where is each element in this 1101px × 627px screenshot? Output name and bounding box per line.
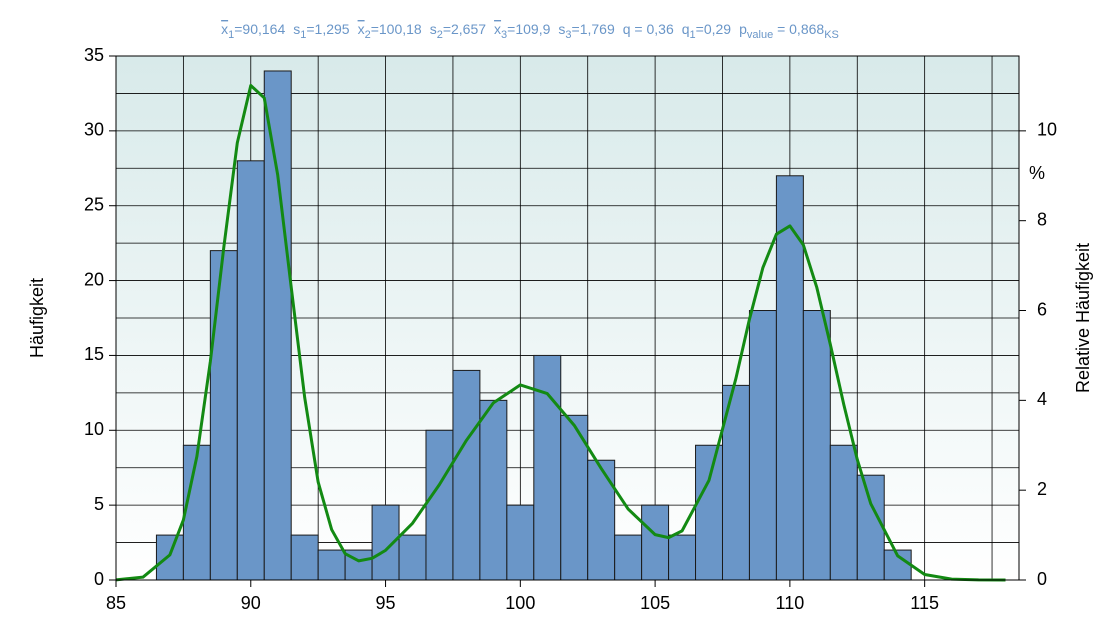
plot-frame [115, 55, 1020, 581]
bar [452, 369, 481, 581]
x-tick-label: 95 [376, 593, 396, 613]
y-tick-label: 35 [84, 45, 104, 65]
stat-symbol: x [494, 21, 501, 37]
axes: 85 90 95 100 105 110 115 0 5 10 15 20 25 30 35 0 2 4 6 8 10 [84, 45, 1057, 613]
stat-subscript: 2 [365, 29, 371, 41]
stat-subscript: 1 [228, 29, 234, 41]
y-tick-label: 30 [84, 120, 104, 140]
bar [829, 444, 858, 581]
curve-layer [115, 83, 1006, 582]
y2-unit: % [1029, 163, 1045, 183]
bar [290, 534, 319, 581]
y-tick-label: 10 [84, 419, 104, 439]
y2-tick-label: 0 [1037, 569, 1047, 589]
stat-symbol: q [682, 21, 690, 37]
bar [182, 444, 211, 581]
stat-subscript: 1 [690, 29, 696, 41]
stat-subscript: 3 [501, 29, 507, 41]
bar [236, 160, 265, 581]
x-tick-label: 100 [505, 593, 535, 613]
stat-symbol: s [293, 21, 300, 37]
bar [587, 459, 616, 581]
bar [263, 70, 292, 581]
stat-subscript: value [747, 29, 773, 41]
bar [506, 504, 535, 581]
stat-value: =1,295 [306, 21, 349, 37]
bars [155, 70, 912, 581]
bar [802, 310, 831, 581]
stat-subscript: 2 [437, 29, 443, 41]
stat-symbol: s [558, 21, 565, 37]
y-tick-label: 5 [94, 494, 104, 514]
x-tick-label: 110 [776, 593, 805, 613]
stat-value: = 0,868 [773, 21, 824, 37]
stat-value: =0,29 [696, 21, 732, 37]
stats-line: x1=90,164 s1=1,295 x2=100,18 s2=2,657 x3=109… [221, 21, 839, 41]
bar [775, 175, 804, 581]
stat-subscript: 1 [300, 29, 306, 41]
bar [425, 429, 454, 581]
stat-value: =1,769 [572, 21, 615, 37]
bar [398, 534, 427, 581]
y2-axis-label: Relative Häufigkeit [1073, 243, 1093, 393]
y-tick-label: 15 [84, 344, 104, 364]
stat-symbol: s [430, 21, 437, 37]
stat-symbol: x [221, 21, 228, 37]
bar [641, 504, 670, 581]
bar [748, 310, 777, 581]
bar [560, 414, 589, 581]
bar [856, 474, 885, 581]
stat-value: =90,164 [234, 21, 285, 37]
y-axis-label: Häufigkeit [27, 278, 47, 358]
bar [317, 549, 346, 581]
stat-value: =100,18 [371, 21, 422, 37]
y2-tick-label: 6 [1037, 299, 1047, 319]
bar [209, 250, 238, 581]
y2-tick-label: 10 [1037, 120, 1057, 140]
x-tick-label: 105 [640, 593, 670, 613]
x-tick-label: 115 [910, 593, 939, 613]
y-tick-label: 0 [94, 569, 104, 589]
density-curve [115, 83, 1006, 582]
bar [479, 399, 508, 581]
stat-subscript: 3 [565, 29, 571, 41]
bar [614, 534, 643, 581]
y2-tick-label: 2 [1037, 479, 1047, 499]
bar [695, 444, 723, 581]
y2-tick-label: 4 [1037, 389, 1047, 409]
bar [668, 534, 697, 581]
stat-value: =2,657 [443, 21, 486, 37]
y2-tick-label: 8 [1037, 209, 1047, 229]
x-tick-label: 90 [241, 593, 261, 613]
y-tick-label: 20 [84, 269, 104, 289]
stat-subscript: KS [824, 29, 839, 41]
bar [155, 534, 184, 581]
x-tick-label: 85 [106, 593, 126, 613]
stat-symbol: x [358, 21, 365, 37]
stat-symbol: p [739, 21, 747, 37]
stat-symbol: q = 0,36 [623, 21, 674, 37]
y-tick-label: 25 [84, 194, 104, 214]
stat-value: =109,9 [507, 21, 550, 37]
